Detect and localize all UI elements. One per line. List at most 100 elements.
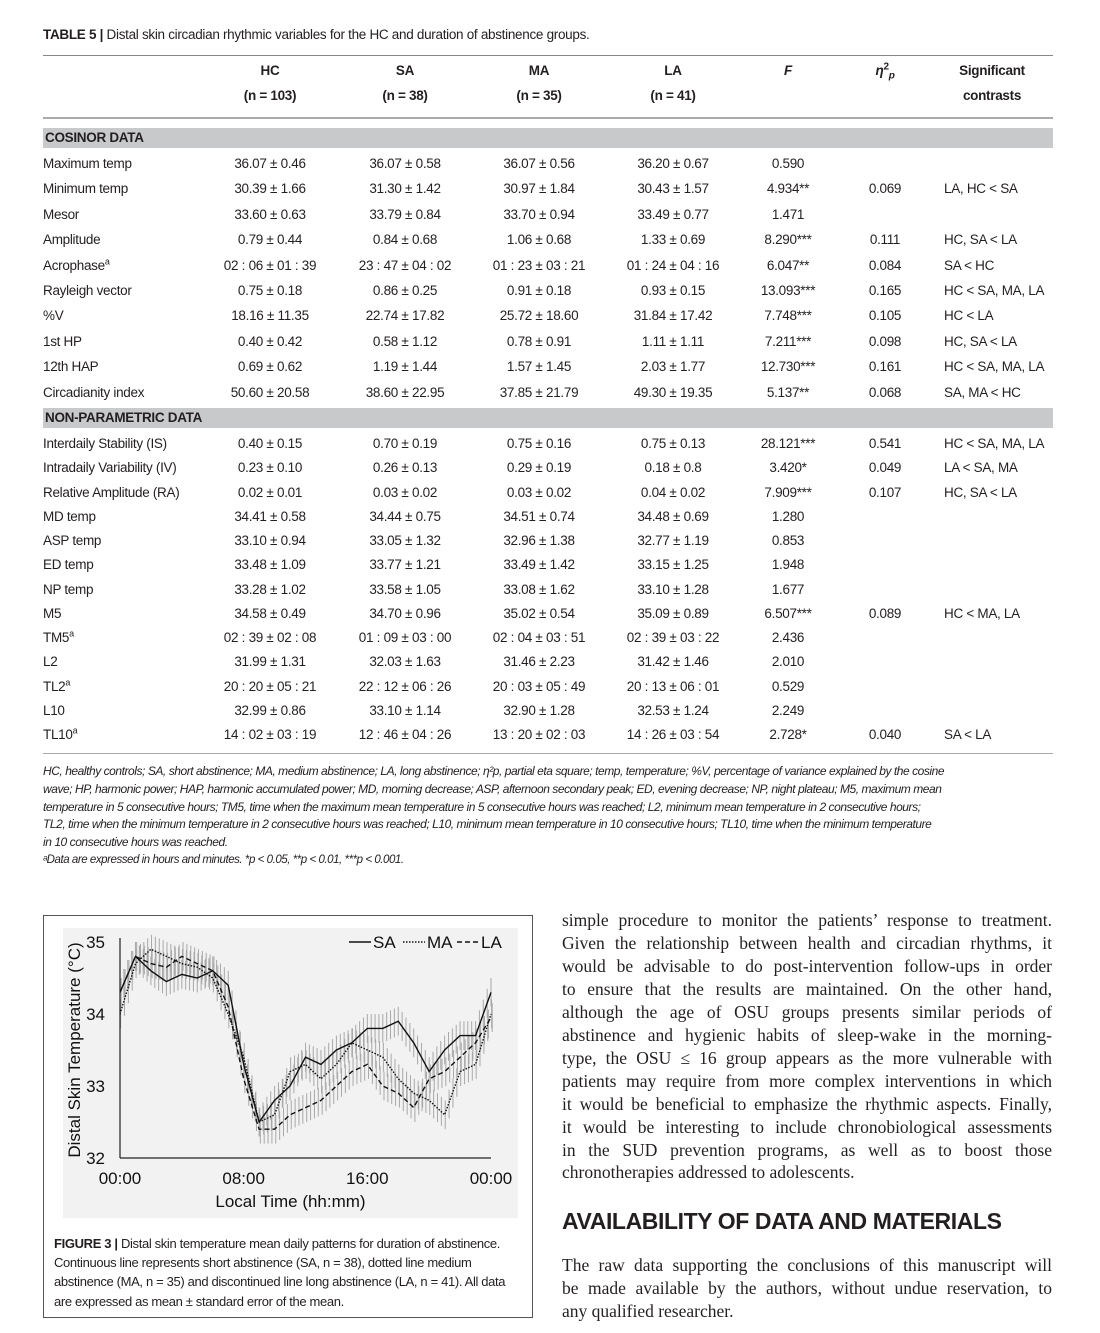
- cell-hc: 36.07 ± 0.46: [234, 156, 306, 171]
- column-header-con: Significant contrasts: [932, 63, 1052, 103]
- cell-sa: 33.77 ± 1.21: [369, 557, 441, 573]
- cell-hc: 33.28 ± 1.02: [234, 581, 306, 597]
- figure-frame: 32 33 34 35 00:00 08:00 16:00 00:00 Local Time (…: [43, 915, 533, 1318]
- cell-sa: 32.03 ± 1.63: [369, 654, 441, 670]
- row-label-text: L10: [43, 702, 65, 718]
- cell-la: 33.10 ± 1.28: [637, 581, 709, 597]
- cell-la: 0.93 ± 0.15: [640, 283, 706, 298]
- x-tick-label: 00:00: [99, 1169, 142, 1188]
- cell-hc: 33.60 ± 0.63: [234, 206, 306, 222]
- cell-f: 0.529: [771, 678, 805, 694]
- row-label: L2: [43, 652, 58, 672]
- text-line: would be advisable to do post-interventi…: [562, 955, 1052, 976]
- table-bottom-rule: [43, 753, 1053, 754]
- cell-f: 7.748***: [764, 308, 812, 324]
- row-label: MD temp: [43, 507, 96, 527]
- cell-la: 14 : 26 ± 03 : 54: [626, 727, 720, 742]
- header-line1: Significant: [959, 63, 1025, 78]
- cell-la: 0.75 ± 0.13: [640, 436, 706, 451]
- row-label-text: TM5: [43, 630, 70, 645]
- cell-f: 6.507***: [764, 605, 812, 621]
- row-label: Amplitude: [43, 230, 101, 250]
- table-top-rule: [43, 55, 1053, 56]
- row-label: Circadianity index: [43, 383, 144, 403]
- table-row: Intradaily Variability (IV) 0.23 ± 0.10 0.…: [0, 458, 1100, 478]
- cell-la: 31.42 ± 1.46: [637, 654, 709, 670]
- cell-f: 8.290***: [764, 232, 812, 248]
- cell-la: 02 : 39 ± 03 : 22: [626, 630, 720, 645]
- cell-hc: 14 : 02 ± 03 : 19: [223, 727, 317, 742]
- cell-ma: 0.78 ± 0.91: [506, 333, 572, 349]
- table-row: 1st HP 0.40 ± 0.42 0.58 ± 1.12 0.78 ± 0.91 1…: [0, 332, 1100, 352]
- cell-f: 0.590: [771, 156, 805, 171]
- cell-con: HC < LA: [944, 308, 994, 324]
- header-rule: [43, 117, 1053, 119]
- row-label-text: 1st HP: [43, 333, 82, 349]
- table-row: 12th HAP 0.69 ± 0.62 1.19 ± 1.44 1.57 ± 1.4…: [0, 357, 1100, 377]
- cell-la: 1.33 ± 0.69: [640, 232, 706, 248]
- header-line2: (n = 35): [516, 88, 562, 103]
- table-row: NP temp 33.28 ± 1.02 33.58 ± 1.05 33.08 ± 1…: [0, 580, 1100, 600]
- footnote-line: in 10 consecutive hours was reached.: [43, 835, 228, 850]
- cell-con: SA < HC: [944, 257, 995, 273]
- cell-hc: 0.75 ± 0.18: [237, 283, 303, 298]
- header-line2: contrasts: [962, 88, 1022, 103]
- cell-eta: 0.068: [868, 384, 902, 400]
- header-line1: MA: [528, 63, 550, 78]
- row-label: ED temp: [43, 555, 94, 575]
- cell-la: 1.11 ± 1.11: [641, 333, 705, 349]
- cell-la: 34.48 ± 0.69: [637, 508, 709, 524]
- table-row: L2 31.99 ± 1.31 32.03 ± 1.63 31.46 ± 2.23 31…: [0, 652, 1100, 672]
- legend-label: SA: [373, 933, 396, 952]
- cell-sa: 33.79 ± 0.84: [369, 206, 441, 222]
- text-line: any qualified researcher.: [562, 1300, 734, 1321]
- table-row: TM5a 02 : 39 ± 02 : 08 01 : 09 ± 03 : 00 02…: [0, 628, 1100, 648]
- row-label-text: Circadianity index: [43, 384, 145, 400]
- cell-f: 7.909***: [764, 484, 812, 500]
- temperature-chart: 32 33 34 35 00:00 08:00 16:00 00:00 Local Time (…: [63, 928, 518, 1218]
- cell-sa: 33.05 ± 1.32: [369, 533, 441, 548]
- y-tick-label: 33: [86, 1077, 105, 1096]
- cell-sa: 33.10 ± 1.14: [369, 702, 441, 718]
- cell-sa: 0.70 ± 0.19: [372, 436, 438, 451]
- cell-eta: 0.098: [868, 333, 902, 349]
- cell-con: HC < SA, MA, LA: [944, 359, 1045, 375]
- cell-la: 32.77 ± 1.19: [637, 533, 709, 548]
- row-label-text: ED temp: [43, 557, 94, 573]
- cell-con: HC, SA < LA: [944, 484, 1017, 500]
- cell-la: 0.18 ± 0.8: [644, 460, 702, 476]
- legend-label: MA: [427, 933, 453, 952]
- cell-ma: 37.85 ± 21.79: [499, 384, 579, 400]
- footnote-line: ᵃData are expressed in hours and minutes…: [43, 853, 404, 866]
- table-row: TL10a 14 : 02 ± 03 : 19 12 : 46 ± 04 : 26 1…: [0, 725, 1100, 745]
- row-label-text: ASP temp: [43, 533, 102, 548]
- cell-con: LA < SA, MA: [944, 460, 1018, 476]
- eta-symbol: η2p: [875, 61, 895, 82]
- row-label: Relative Amplitude (RA): [43, 483, 180, 503]
- legend-label: LA: [481, 933, 502, 952]
- cell-f: 2.249: [771, 702, 805, 718]
- cell-f: 2.436: [771, 630, 805, 645]
- y-tick-label: 32: [86, 1149, 105, 1168]
- cell-sa: 31.30 ± 1.42: [369, 181, 441, 197]
- cell-ma: 01 : 23 ± 03 : 21: [492, 257, 586, 273]
- text-line: be made available by the authors, withou…: [562, 1277, 1052, 1298]
- row-label: 1st HP: [43, 332, 82, 352]
- section-header: NON-PARAMETRIC DATA: [43, 408, 1053, 428]
- column-header-la: LA (n = 41): [613, 63, 733, 103]
- footnote-marker: a: [69, 628, 74, 639]
- cell-sa: 01 : 09 ± 03 : 00: [358, 630, 452, 645]
- cell-f: 1.471: [771, 206, 805, 222]
- cell-eta: 0.089: [868, 605, 902, 621]
- cell-f: 28.121***: [760, 436, 816, 451]
- row-label-text: Relative Amplitude (RA): [43, 484, 180, 500]
- cell-f: 13.093***: [760, 283, 816, 298]
- cell-f: 4.934**: [766, 181, 810, 197]
- row-label-text: MD temp: [43, 508, 96, 524]
- cell-hc: 0.69 ± 0.62: [237, 359, 303, 375]
- table-row: ED temp 33.48 ± 1.09 33.77 ± 1.21 33.49 ± 1…: [0, 555, 1100, 575]
- column-header-eta: η2p: [825, 61, 945, 88]
- footnote-line: HC, healthy controls; SA, short abstinen…: [43, 764, 945, 778]
- header-line1: F: [784, 63, 792, 78]
